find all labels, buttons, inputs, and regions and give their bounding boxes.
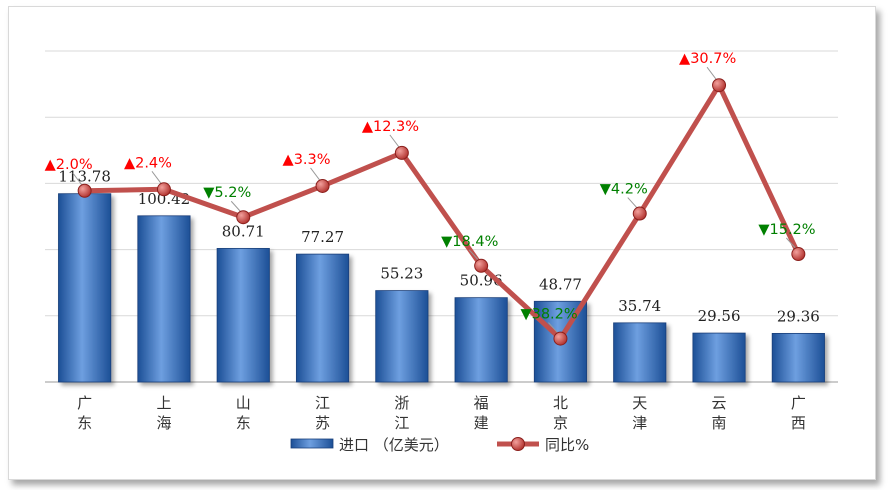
- line-marker: [791, 247, 806, 262]
- bar: [454, 297, 508, 383]
- category-label: 北京: [553, 394, 568, 432]
- line-marker: [315, 178, 330, 193]
- legend-line-label: 同比%: [545, 436, 589, 454]
- category-label: 天津: [632, 394, 647, 432]
- bar: [58, 193, 112, 383]
- series-line: [84, 82, 801, 342]
- category-label: 江苏: [315, 394, 330, 432]
- yoy-label: ▼4.2%: [600, 182, 648, 198]
- legend-bar-label: 进口 （亿美元）: [339, 436, 449, 454]
- chart-frame: 113.78 100.42 80.71 77.27 55.23 50.96 48.77 35.…: [8, 6, 876, 480]
- bar-value-label: 48.77: [539, 275, 582, 293]
- bar-value-label: 113.78: [58, 168, 111, 186]
- leader-line: [706, 66, 717, 80]
- leader-line: [310, 167, 320, 181]
- category-label: 广西: [791, 394, 806, 432]
- line-marker: [474, 258, 489, 273]
- category-label: 云南: [712, 394, 727, 432]
- bar: [216, 248, 270, 383]
- line-marker: [236, 210, 251, 225]
- line-marker: [712, 78, 727, 93]
- yoy-label: ▼15.2%: [758, 222, 815, 238]
- yoy-label: ▲30.7%: [679, 51, 736, 67]
- leader-line: [72, 172, 83, 186]
- category-label: 上海: [156, 394, 171, 432]
- bar: [137, 215, 191, 383]
- yoy-label: ▲2.4%: [124, 155, 172, 171]
- legend-bar-swatch: [290, 438, 334, 449]
- category-label: 山东: [236, 394, 251, 432]
- line-marker: [77, 183, 92, 198]
- leader-line: [230, 200, 241, 212]
- leader-line: [468, 249, 479, 261]
- leader-line: [548, 322, 558, 333]
- bar: [375, 290, 429, 383]
- bar-value-label: 35.74: [618, 297, 661, 315]
- legend-line-marker: [511, 437, 525, 451]
- yoy-label: ▼38.2%: [520, 307, 577, 323]
- category-label: 广东: [77, 394, 92, 432]
- line-marker: [632, 206, 647, 221]
- leader-line: [785, 237, 796, 249]
- bar: [771, 333, 825, 383]
- bar-value-label: 29.56: [698, 307, 741, 325]
- bar: [613, 322, 667, 383]
- yoy-label: ▲3.3%: [283, 152, 331, 168]
- line-marker: [553, 331, 568, 346]
- yoy-label: ▼18.4%: [441, 234, 498, 250]
- bar-value-label: 80.71: [222, 222, 265, 240]
- leader-line: [627, 197, 638, 208]
- bar-value-label: 29.36: [777, 307, 820, 325]
- category-label: 福建: [474, 394, 489, 432]
- line-marker: [394, 145, 409, 160]
- bar-value-label: 55.23: [380, 265, 423, 283]
- leader-line: [389, 134, 400, 148]
- bar: [692, 332, 746, 383]
- line-marker: [156, 182, 171, 197]
- category-label: 浙江: [394, 394, 409, 432]
- yoy-label: ▲2.0%: [45, 157, 93, 173]
- yoy-label: ▲12.3%: [362, 119, 419, 135]
- leader-line: [151, 170, 162, 184]
- bar-value-label: 77.27: [301, 228, 344, 246]
- yoy-label: ▼5.2%: [203, 185, 251, 201]
- bar: [295, 253, 350, 383]
